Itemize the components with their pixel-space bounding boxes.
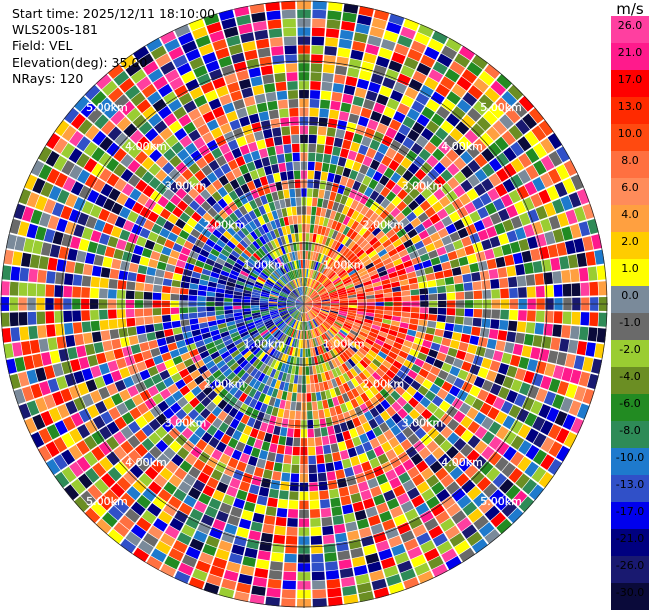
colorbar-segment: [611, 16, 649, 44]
range-ring-label: 4.00km: [441, 140, 483, 153]
colorbar-segment: [611, 529, 649, 557]
colorbar-tick-label: 0.0: [621, 289, 639, 302]
range-ring-label: 3.00km: [165, 416, 207, 429]
colorbar-tick-label: 13.0: [618, 100, 643, 113]
range-ring-label: 3.00km: [165, 180, 207, 193]
colorbar-segment: [611, 232, 649, 260]
colorbar-tick-label: 8.0: [621, 154, 639, 167]
start-time-label: Start time: 2025/12/11 18:10:00: [12, 6, 216, 21]
range-ring-label: 3.00km: [402, 416, 444, 429]
colorbar-segment: [611, 340, 649, 368]
colorbar-tick-label: -1.0: [619, 316, 640, 329]
range-ring-label: 1.00km: [244, 338, 286, 351]
colorbar-segment: [611, 124, 649, 152]
colorbar-tick-label: 21.0: [618, 46, 643, 59]
colorbar-segment: [611, 313, 649, 341]
range-ring-label: 4.00km: [441, 456, 483, 469]
colorbar-tick-label: -6.0: [619, 397, 640, 410]
range-ring-label: 2.00km: [363, 377, 405, 390]
colorbar-tick-label: -4.0: [619, 370, 640, 383]
range-ring-label: 5.00km: [480, 495, 522, 508]
colorbar-segment: [611, 259, 649, 287]
colorbar: 26.0 21.0 17.0 13.0 10.0 8.0 6.0 4.0 2.0 1.0 0.0 -1…: [611, 16, 649, 610]
colorbar-segment: [611, 475, 649, 503]
colorbar-tick-label: -21.0: [616, 532, 644, 545]
colorbar-segment: [611, 286, 649, 314]
field-label: Field: VEL: [12, 38, 73, 54]
colorbar-segment: [611, 421, 649, 449]
colorbar-tick-label: 4.0: [621, 208, 639, 221]
range-ring-label: 4.00km: [125, 140, 167, 153]
colorbar-segment: [611, 556, 649, 584]
colorbar-segment: [611, 367, 649, 395]
colorbar-tick-label: 2.0: [621, 235, 639, 248]
range-ring-label: 1.00km: [323, 258, 365, 271]
colorbar-segment: [611, 205, 649, 233]
range-ring-label: 5.00km: [86, 101, 128, 114]
range-ring-label: 5.00km: [86, 495, 128, 508]
range-ring-label: 1.00km: [323, 338, 365, 351]
range-ring-label: 2.00km: [204, 219, 246, 232]
colorbar-tick-label: 6.0: [621, 181, 639, 194]
colorbar-segment: [611, 502, 649, 530]
colorbar-tick-label: 17.0: [618, 73, 643, 86]
nrays-label: NRays: 120: [12, 70, 84, 86]
colorbar-segment: [611, 583, 649, 610]
colorbar-segment: [611, 70, 649, 98]
range-ring-label: 5.00km: [480, 101, 522, 114]
colorbar-tick-label: -13.0: [616, 478, 644, 491]
colorbar-segment: [611, 97, 649, 125]
colorbar-tick-label: 1.0: [621, 262, 639, 275]
colorbar-segment: [611, 43, 649, 71]
range-ring-label: 2.00km: [363, 219, 405, 232]
range-ring-label: 3.00km: [402, 180, 444, 193]
range-ring-label: 4.00km: [125, 456, 167, 469]
colorbar-unit: m/s: [616, 0, 644, 18]
colorbar-segment: [611, 394, 649, 422]
station-label: WLS200s-181: [12, 22, 98, 38]
colorbar-tick-label: -17.0: [616, 505, 644, 518]
colorbar-segment: [611, 178, 649, 206]
colorbar-tick-label: -30.0: [616, 586, 644, 599]
colorbar-tick-label: 10.0: [618, 127, 643, 140]
colorbar-tick-label: -26.0: [616, 559, 644, 572]
colorbar-tick-label: -8.0: [619, 424, 640, 437]
colorbar-tick-label: -10.0: [616, 451, 644, 464]
colorbar-tick-label: 26.0: [618, 19, 643, 32]
colorbar-tick-label: -2.0: [619, 343, 640, 356]
range-ring-label: 1.00km: [244, 258, 286, 271]
elevation-label: Elevation(deg): 35.00: [12, 54, 148, 70]
plot-info: Start time: 2025/12/11 18:10:00 WLS200s-…: [12, 6, 215, 87]
colorbar-segment: [611, 448, 649, 476]
colorbar-segment: [611, 151, 649, 179]
range-ring-label: 2.00km: [204, 377, 246, 390]
